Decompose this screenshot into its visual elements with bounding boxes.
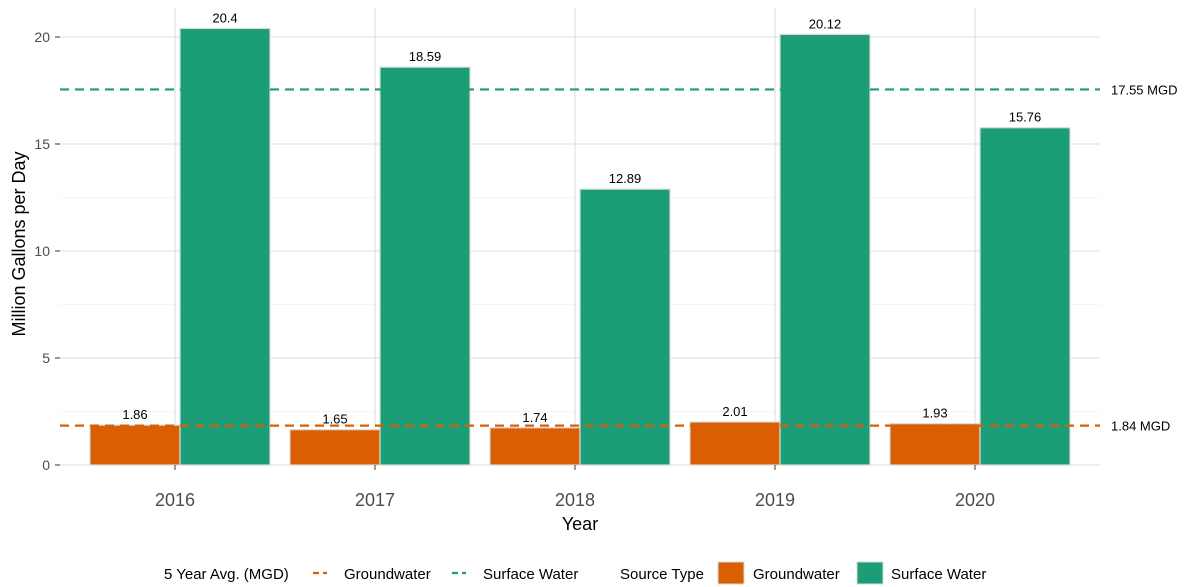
x-tick-label-2017: 2017 [355, 490, 395, 510]
y-tick-label: 0 [42, 457, 50, 473]
y-tick-label: 20 [34, 29, 50, 45]
bar-groundwater-2020 [889, 423, 981, 466]
data-label-groundwater-2016: 1.86 [122, 407, 147, 422]
legend-avg-surface-water-label: Surface Water [483, 566, 578, 583]
legend-source-title: Source Type [620, 566, 704, 583]
data-label-groundwater-2019: 2.01 [722, 404, 747, 419]
x-tick-label-2019: 2019 [755, 490, 795, 510]
data-label-groundwater-2020: 1.93 [922, 406, 947, 421]
bars [89, 27, 1071, 466]
y-tick-label: 10 [34, 243, 50, 259]
legend-source-groundwater-swatch [717, 561, 745, 585]
axes: 0 5 10 15 20 2016 2017 2018 2019 2020 [34, 29, 995, 510]
data-label-surface-water-2016: 20.4 [212, 10, 237, 25]
data-label-surface-water-2020: 15.76 [1009, 110, 1042, 125]
legend-avg-title: 5 Year Avg. (MGD) [164, 566, 289, 583]
y-tick-label: 15 [34, 136, 50, 152]
reference-lines: 1.84 MGD 17.55 MGD [60, 82, 1177, 434]
bar-surface-water-2018 [579, 188, 671, 466]
data-label-surface-water-2018: 12.89 [609, 171, 642, 186]
bar-surface-water-2019 [779, 33, 871, 466]
bar-surface-water-2020 [979, 127, 1071, 466]
x-tick-label-2020: 2020 [955, 490, 995, 510]
x-tick-label-2016: 2016 [155, 490, 195, 510]
data-label-surface-water-2017: 18.59 [409, 49, 442, 64]
legend-avg-surface-water: Surface Water [452, 566, 578, 583]
data-label-groundwater-2017: 1.65 [322, 412, 347, 427]
legend-source-groundwater: Groundwater [717, 561, 840, 585]
data-label-groundwater-2018: 1.74 [522, 410, 547, 425]
bar-surface-water-2016 [179, 27, 271, 466]
x-axis-title: Year [562, 514, 598, 534]
data-label-surface-water-2019: 20.12 [809, 16, 842, 31]
legend-source-groundwater-label: Groundwater [753, 566, 840, 583]
legend: 5 Year Avg. (MGD) Groundwater Surface Wa… [164, 561, 986, 585]
y-axis-title: Million Gallons per Day [9, 151, 29, 336]
avg-label-surface-water: 17.55 MGD [1111, 82, 1177, 97]
bar-groundwater-2017 [289, 429, 381, 466]
data-labels: 1.86 1.65 1.74 2.01 1.93 20.4 18.59 12.89 20.12 1… [122, 10, 1041, 426]
bar-surface-water-2017 [379, 66, 471, 466]
bar-groundwater-2019 [689, 421, 781, 466]
bar-groundwater-2016 [89, 424, 181, 466]
avg-label-groundwater: 1.84 MGD [1111, 419, 1170, 434]
y-tick-label: 5 [42, 350, 50, 366]
legend-source-surface-water: Surface Water [856, 561, 986, 585]
legend-source-surface-water-swatch [856, 561, 884, 585]
x-tick-label-2018: 2018 [555, 490, 595, 510]
bar-groundwater-2018 [489, 427, 581, 466]
legend-source-surface-water-label: Surface Water [891, 566, 986, 583]
legend-avg-groundwater-label: Groundwater [344, 566, 431, 583]
legend-avg-groundwater: Groundwater [313, 566, 431, 583]
